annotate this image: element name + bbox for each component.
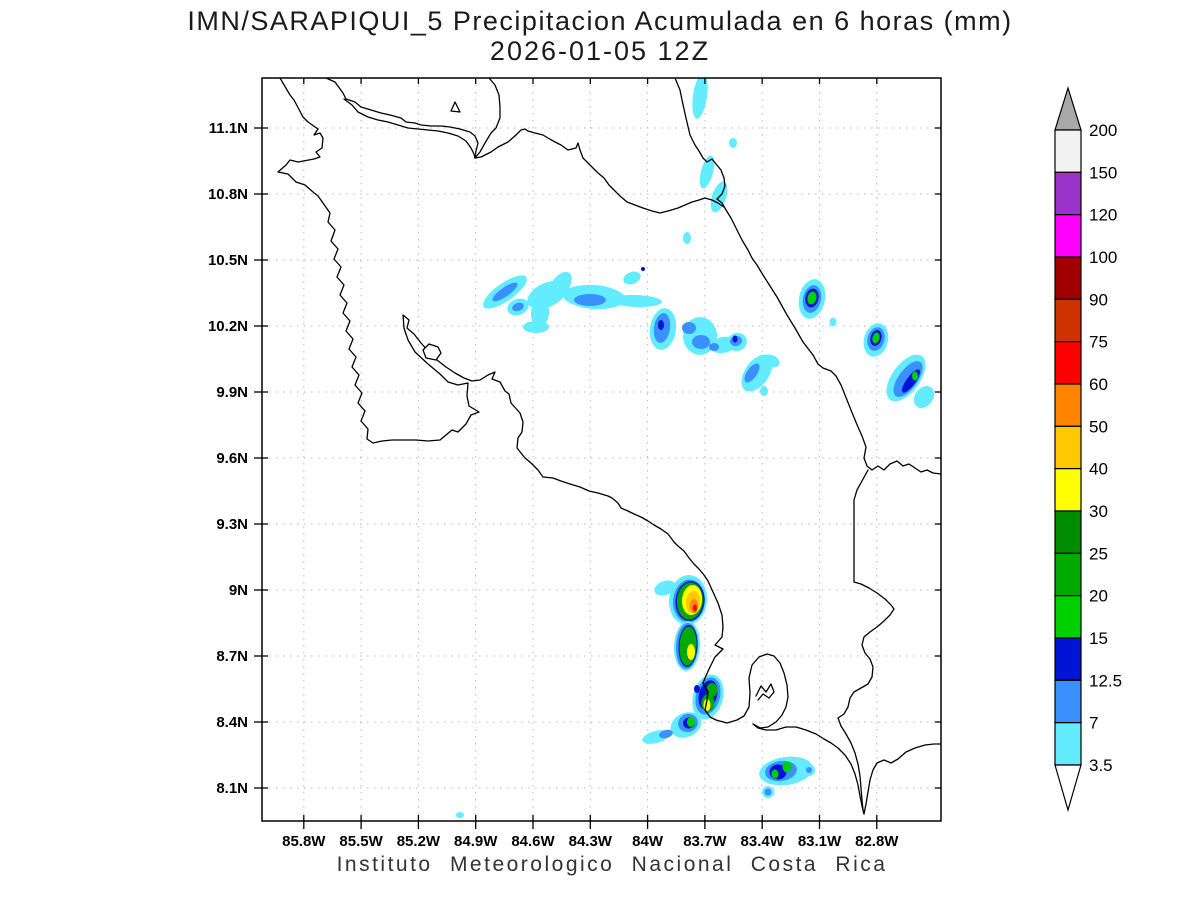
y-tick-label: 11.1N [209, 120, 248, 137]
x-tick-label: 84.6W [511, 833, 555, 850]
colorbar-label: 20 [1089, 587, 1108, 606]
colorbar-below-arrow [1054, 764, 1082, 813]
y-tick-label: 10.2N [208, 318, 248, 335]
footer-attribution: Instituto Meteorologico Nacional Costa R… [336, 853, 888, 876]
colorbar-label: 3.5 [1089, 756, 1113, 775]
island-triangle-islet [450, 101, 461, 113]
y-tick-label: 10.5N [208, 252, 248, 269]
precip-cells [456, 78, 935, 818]
map-frame [261, 77, 942, 822]
colorbar-above-arrow [1054, 85, 1082, 131]
precip-cell-dot-83.8W-10.6N [683, 232, 691, 244]
precip-cell-cell-83.15W-10.3N [798, 279, 826, 319]
coastline-nicaragua_border_east [474, 128, 725, 214]
colorbar-band [1054, 595, 1082, 639]
precip-cell-cluster-83.45W-10.0N [741, 354, 780, 396]
x-tick-label: 82.8W [855, 833, 899, 850]
x-tick-label: 84.3W [569, 833, 613, 850]
colorbar-band [1054, 722, 1082, 766]
colorbar-band [1054, 510, 1082, 554]
chart-subtitle-datetime: 2026-01-05 12Z [489, 36, 711, 66]
precip-cell-cell-83.77W-8.43N [642, 712, 702, 744]
precip-cell-streak-84.7W-10.37N [483, 275, 527, 309]
x-tick-label: 83.7W [683, 833, 727, 850]
precip-cell-dot-83.55W-11.0N [729, 138, 737, 148]
colorbar-label: 120 [1089, 206, 1117, 225]
x-tick-label: 85.2W [397, 833, 441, 850]
colorbar-band [1054, 637, 1082, 681]
coastline-caribbean_coast [674, 78, 941, 475]
coastline-panama_border [837, 469, 895, 815]
precip-cell-storm-83.76W-9.0N [654, 575, 708, 625]
colorbar-label: 150 [1089, 163, 1117, 182]
y-tick-label: 9N [229, 582, 248, 599]
x-tick-label: 85.8W [282, 833, 326, 850]
precip-cell-cell-84.67W-10.28N [507, 298, 529, 316]
colorbar-label: 60 [1089, 375, 1108, 394]
colorbar-band [1054, 552, 1082, 597]
y-tick-label: 9.9N [216, 384, 248, 401]
precip-cell-cluster-83.3W-8.2N [759, 756, 815, 798]
colorbar-label: 12.5 [1089, 671, 1122, 690]
y-tick-label: 8.4N [216, 714, 248, 731]
precip-cell-dot-84.1W-10.4N [623, 267, 645, 285]
colorbar-band [1054, 171, 1082, 216]
precip-cell-cell-83.55W-10.15N [727, 332, 747, 352]
axis-labels: 85.8W 85.5W 85.2W 84.9W 84.6W 84.3W 84W 83.7W 83… [208, 120, 899, 850]
colorbar-label: 200 [1089, 121, 1117, 140]
coastline-lake_nicaragua_west [325, 78, 501, 159]
precip-cell-cluster-83.75W-10.15N [682, 317, 736, 355]
colorbar-label: 90 [1089, 290, 1108, 309]
precip-cell-cell-83.9W-10.2N [649, 308, 677, 350]
colorbar-label: 100 [1089, 248, 1117, 267]
gridlines [262, 78, 941, 821]
colorbar: 200 150 120 100 90 75 60 50 40 30 25 20 15 12.5 7 3.5 [1054, 85, 1122, 813]
coastline-lake_south_shore [343, 98, 476, 159]
precip-cell-cell-82.8W-10.15N [863, 323, 889, 357]
coastline-pacific_mainland [277, 78, 941, 815]
precip-cell-cell-82.6W-9.95N [886, 354, 935, 409]
colorbar-label: 15 [1089, 629, 1108, 648]
colorbar-label: 50 [1089, 417, 1108, 436]
colorbar-band [1054, 256, 1082, 300]
colorbar-label: 75 [1089, 333, 1108, 352]
chart-title: IMN/SARAPIQUI_5 Precipitacion Acumulada … [187, 6, 1013, 36]
island-gulf-island [422, 343, 442, 361]
x-tick-label: 83.1W [798, 833, 842, 850]
coastline-golfo_dulce_inner [755, 683, 775, 701]
precip-cell-dash-84.95W-8.0N [456, 812, 464, 818]
colorbar-band [1054, 129, 1082, 173]
colorbar-band [1054, 679, 1082, 724]
precip-cell-streak-top-83.75W [692, 78, 708, 119]
y-tick-label: 9.6N [216, 450, 248, 467]
colorbar-label: 40 [1089, 460, 1108, 479]
colorbar-band [1054, 214, 1082, 258]
colorbar-band [1054, 425, 1082, 470]
y-tick-label: 9.3N [216, 516, 248, 533]
coastlines [277, 78, 941, 815]
colorbar-band [1054, 468, 1082, 512]
x-tick-label: 83.4W [741, 833, 785, 850]
colorbar-band [1054, 341, 1082, 385]
y-tick-label: 8.1N [216, 780, 248, 797]
chart-title-block: IMN/SARAPIQUI_5 Precipitacion Acumulada … [0, 6, 1200, 66]
axis-ticks [254, 78, 941, 829]
colorbar-band [1054, 383, 1082, 427]
colorbar-label: 7 [1089, 714, 1098, 733]
precip-cell-dot-83.05W-10.2N [829, 317, 837, 327]
colorbar-band [1054, 298, 1082, 343]
x-tick-label: 85.5W [339, 833, 383, 850]
colorbar-label: 25 [1089, 544, 1108, 563]
precip-cell-coastal-streaks-83.65W-10.8N [699, 155, 728, 213]
precip-cell-storm-83.77W-8.75N [673, 621, 701, 671]
y-tick-label: 8.7N [216, 648, 248, 665]
colorbar-label: 30 [1089, 502, 1108, 521]
x-tick-label: 84W [632, 833, 664, 850]
x-tick-label: 84.9W [454, 833, 498, 850]
y-tick-label: 10.8N [208, 186, 248, 203]
precip-cell-band-84.3W-10.32N [563, 284, 662, 310]
